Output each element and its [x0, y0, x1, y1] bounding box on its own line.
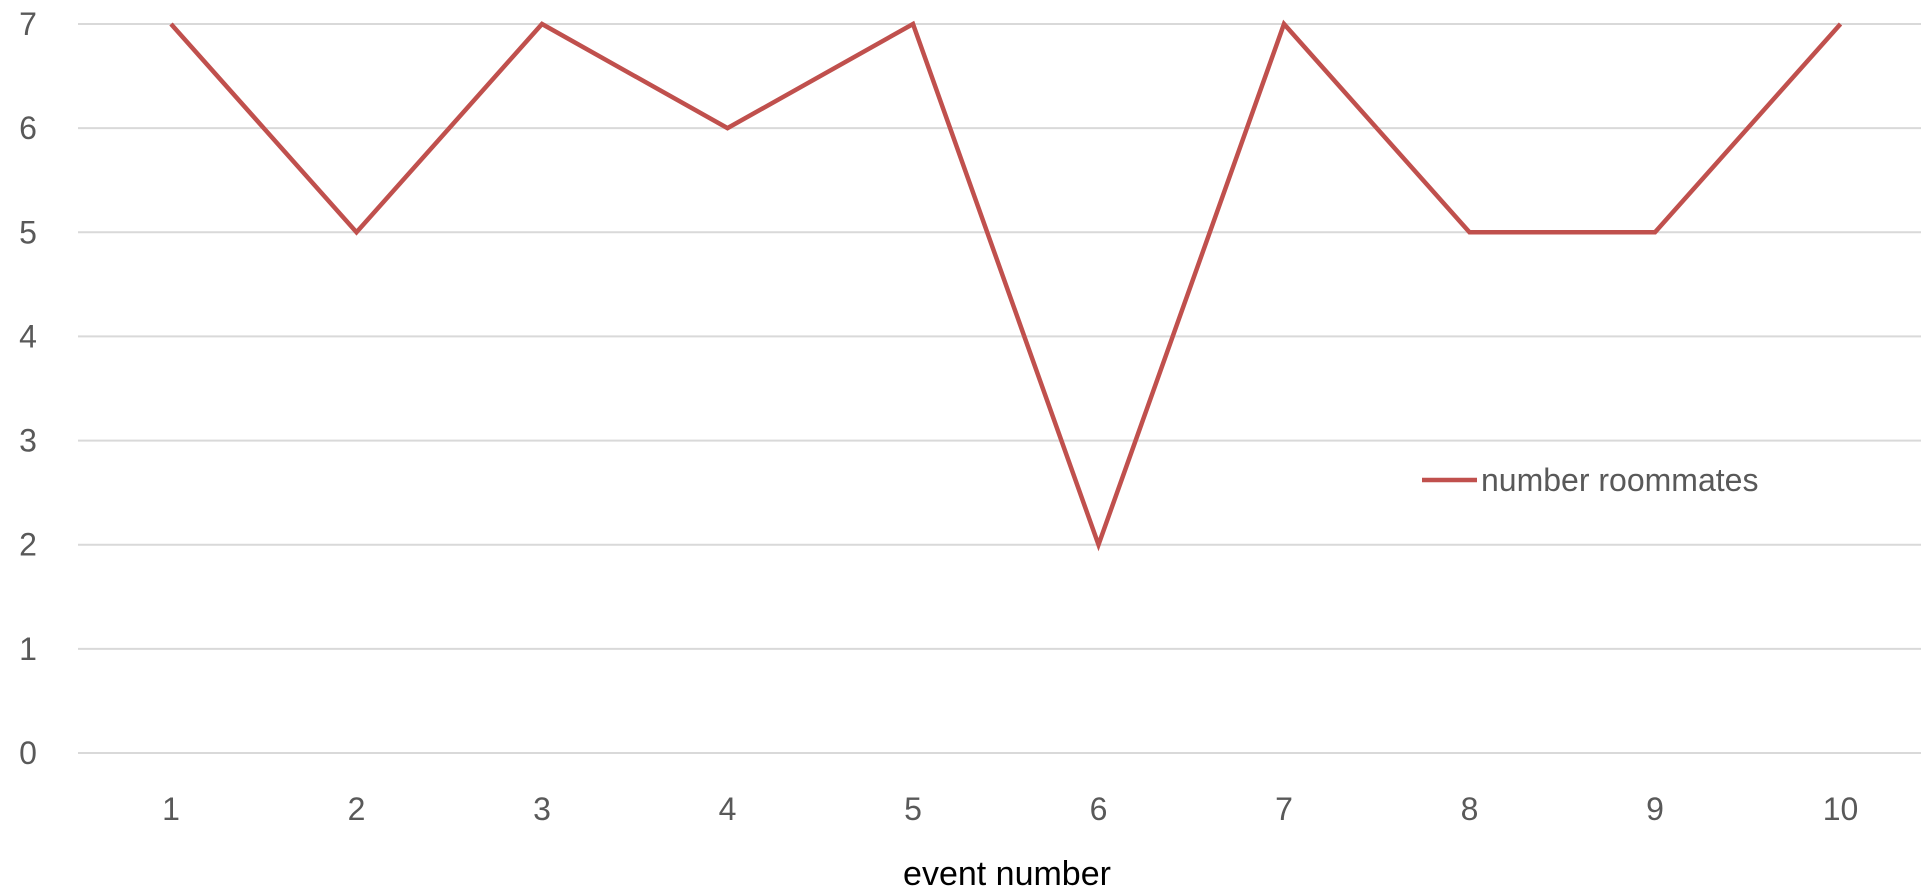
series-layer: [169, 19, 1843, 552]
x-tick-label: 8: [1461, 791, 1479, 827]
y-tick-label: 0: [19, 735, 37, 771]
x-tick-label: 1: [162, 791, 180, 827]
x-tick-label: 2: [348, 791, 366, 827]
x-tick-label: 9: [1646, 791, 1664, 827]
gridlines: [78, 23, 1921, 754]
x-tick-label: 3: [533, 791, 551, 827]
x-tick-label: 6: [1090, 791, 1108, 827]
series-line: [169, 19, 1843, 552]
y-tick-label: 5: [19, 214, 37, 250]
x-axis-title: event number: [903, 855, 1111, 892]
y-tick-label: 3: [19, 423, 37, 459]
y-tick-label: 6: [19, 110, 37, 146]
x-axis-tick-labels: 1 2 3 4 5 6 7 8 9 10: [162, 791, 1858, 827]
x-tick-label: 10: [1823, 791, 1859, 827]
y-tick-label: 2: [19, 527, 37, 563]
y-axis-tick-labels: 0 1 2 3 4 5 6 7: [19, 6, 37, 771]
y-tick-label: 7: [19, 6, 37, 42]
y-tick-label: 1: [19, 631, 37, 667]
legend: number roommates: [1422, 462, 1758, 498]
legend-label: number roommates: [1481, 462, 1758, 498]
x-tick-label: 4: [719, 791, 737, 827]
x-tick-label: 5: [904, 791, 922, 827]
x-tick-label: 7: [1275, 791, 1293, 827]
y-tick-label: 4: [19, 318, 37, 354]
